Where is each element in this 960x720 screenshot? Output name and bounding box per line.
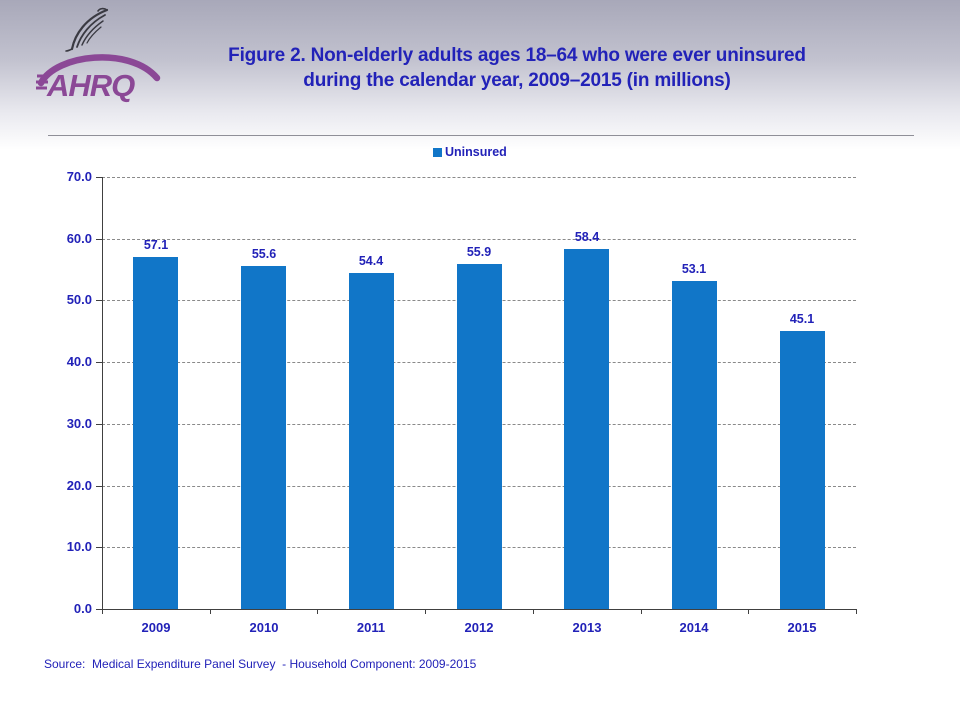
y-axis-tick-label: 30.0 [66,415,92,431]
y-axis-line [102,177,103,610]
legend: Uninsured [433,145,507,159]
x-axis-category-label: 2013 [572,620,602,635]
bar [780,331,825,609]
bar [349,273,394,609]
y-gridline [102,177,856,178]
y-axis-tick-label: 50.0 [66,292,92,308]
hhs-eagle-icon [65,7,109,52]
y-axis-tick-label: 20.0 [66,477,92,493]
x-axis-category-label: 2011 [356,620,386,635]
x-axis-tick [748,609,750,614]
ahrq-logo: AHRQ [34,4,166,104]
y-axis-tick [96,423,102,425]
x-axis-tick [102,609,103,614]
bar [564,249,609,609]
bar [133,257,178,609]
legend-label: Uninsured [445,145,507,159]
bar-value-label: 55.9 [466,245,492,259]
bar-value-label: 45.1 [789,312,815,326]
y-axis-tick-label: 70.0 [66,169,92,184]
x-axis-tick [317,609,319,614]
x-axis-tick [532,609,534,614]
x-axis-category-label: 2015 [787,620,817,635]
ahrq-logo-stripes [36,74,49,90]
bar-value-label: 58.4 [574,230,600,244]
x-axis-tick [425,609,427,614]
figure-title-line1: Figure 2. Non-elderly adults ages 18–64 … [228,45,806,66]
ahrq-logo-arc [37,54,161,87]
y-axis-tick-label: 60.0 [66,230,92,246]
bar-value-label: 57.1 [143,238,169,252]
bar-value-label: 53.1 [681,262,707,276]
ahrq-wordmark-text: AHRQ [46,68,135,103]
y-axis-tick-label: 0.0 [73,601,92,616]
header-divider [48,135,914,136]
x-axis-category-label: 2010 [249,620,279,635]
bar-value-label: 55.6 [251,247,277,261]
y-axis-tick-label: 40.0 [66,354,92,370]
y-axis-tick [96,609,102,610]
x-axis-tick [856,609,857,614]
bar-value-label: 54.4 [358,254,384,268]
figure-title-line2: during the calendar year, 2009–2015 (in … [303,70,731,91]
y-gridline [102,238,856,240]
bar [672,281,717,609]
bar [241,266,286,609]
y-axis-tick [96,238,102,240]
y-axis-tick-label: 10.0 [66,539,92,555]
x-axis-tick [640,609,642,614]
y-axis-tick [96,485,102,487]
figure-title: Figure 2. Non-elderly adults ages 18–64 … [197,43,837,93]
y-axis-tick [96,362,102,364]
x-axis-category-label: 2012 [464,620,494,635]
x-axis-category-label: 2014 [679,620,709,635]
y-axis-tick [96,547,102,549]
legend-swatch-icon [433,147,442,157]
ahrq-wordmark: AHRQ [36,54,161,103]
header: AHRQ Figure 2. Non-elderly adults ages 1… [0,0,960,150]
x-axis-category-label: 2009 [141,620,171,635]
source-note: Source: Medical Expenditure Panel Survey… [44,657,477,671]
y-axis-tick [96,177,102,178]
x-axis-line [102,609,857,610]
y-axis-tick [96,300,102,302]
bar [457,264,502,609]
x-axis-tick [209,609,211,614]
